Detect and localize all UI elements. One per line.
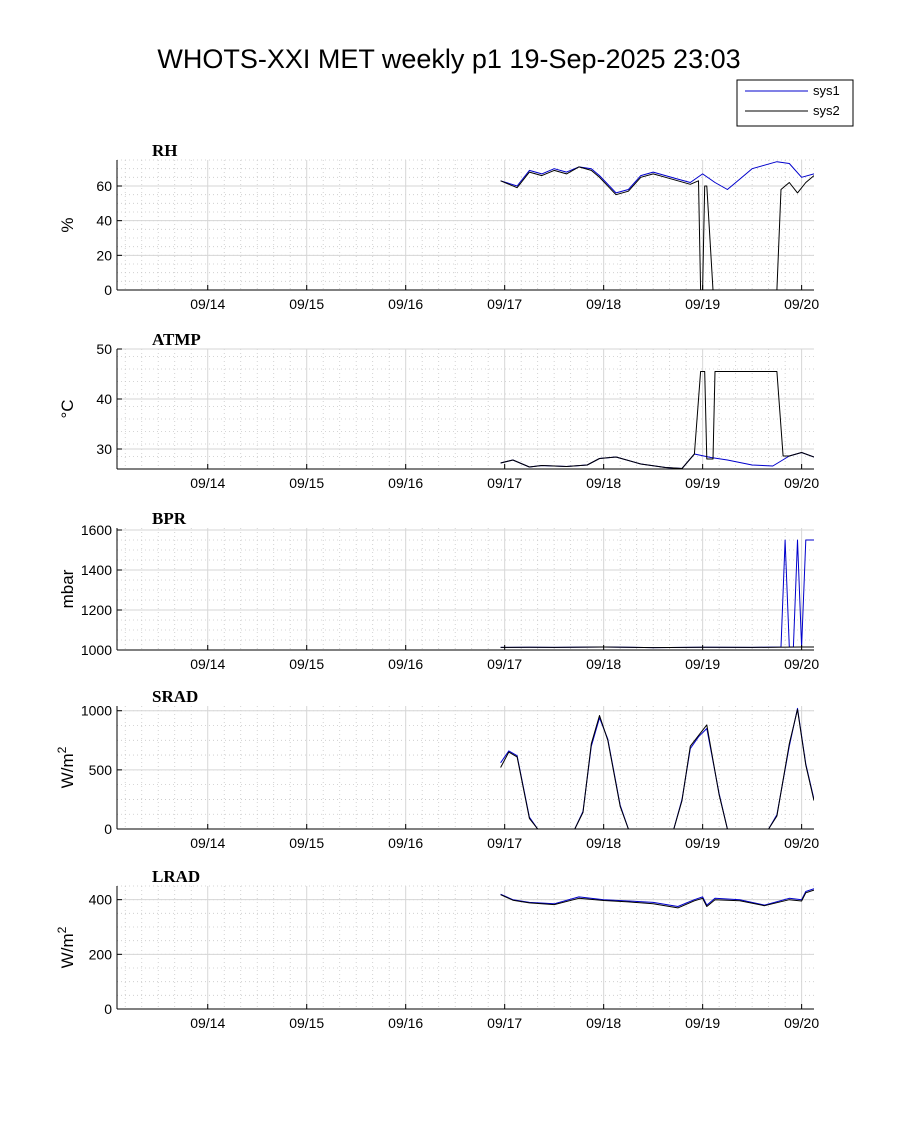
y-tick-label: 1600 (81, 522, 112, 538)
x-tick-label: 09/15 (289, 656, 324, 672)
x-tick-label: 09/19 (685, 1015, 720, 1031)
series-group (500, 161, 814, 290)
x-tick-label: 09/14 (190, 296, 225, 312)
x-tick-label: 09/20 (784, 475, 819, 491)
y-tick-label: 0 (104, 1001, 112, 1017)
y-axis-label: °C (58, 399, 77, 418)
y-tick-label: 60 (96, 178, 112, 194)
panel-title: SRAD (152, 687, 198, 706)
panel-title: RH (152, 141, 178, 160)
x-tick-label: 09/20 (784, 835, 819, 851)
y-tick-label: 0 (104, 821, 112, 837)
series-group (500, 371, 814, 469)
x-tick-label: 09/14 (190, 656, 225, 672)
series-group (500, 539, 814, 649)
series-line-sys2 (500, 371, 814, 469)
series-group (500, 888, 814, 909)
y-axis-label: mbar (58, 569, 77, 608)
panel-title: LRAD (152, 867, 200, 886)
x-tick-label: 09/20 (784, 656, 819, 672)
x-tick-label: 09/19 (685, 475, 720, 491)
panel-title: BPR (152, 509, 187, 528)
x-tick-label: 09/17 (487, 475, 522, 491)
y-tick-label: 200 (89, 946, 113, 962)
y-tick-label: 1400 (81, 562, 112, 578)
y-tick-label: 30 (96, 441, 112, 457)
series-line-sys1 (500, 888, 814, 907)
y-axis-label-superscript: 2 (55, 746, 69, 753)
y-tick-label: 40 (96, 391, 112, 407)
x-tick-label: 09/17 (487, 835, 522, 851)
series-line-sys2 (500, 166, 814, 290)
y-tick-label: 50 (96, 341, 112, 357)
y-axis-label-superscript: 2 (55, 926, 69, 933)
legend: sys1 sys2 (736, 79, 854, 127)
x-tick-label: 09/18 (586, 656, 621, 672)
series-line-sys2 (500, 709, 814, 829)
x-tick-label: 09/15 (289, 1015, 324, 1031)
panel-srad: 09/14 09/15 09/16 09/17 09/18 09/19 09/20 0 500 1… (55, 687, 819, 851)
x-tick-label: 09/16 (388, 1015, 423, 1031)
x-tick-label: 09/15 (289, 475, 324, 491)
y-tick-label: 1200 (81, 602, 112, 618)
series-line-sys1 (500, 161, 814, 194)
legend-label-sys1: sys1 (813, 83, 840, 98)
x-tick-label: 09/16 (388, 475, 423, 491)
x-tick-label: 09/18 (586, 475, 621, 491)
y-tick-label: 40 (96, 213, 112, 229)
x-tick-label: 09/19 (685, 656, 720, 672)
y-tick-label: 20 (96, 247, 112, 263)
legend-box (736, 79, 854, 127)
series-line-sys2 (500, 889, 814, 909)
panel-atmp: 09/14 09/15 09/16 09/17 09/18 09/19 09/20 30 40 5… (58, 330, 819, 491)
x-tick-label: 09/17 (487, 1015, 522, 1031)
x-tick-label: 09/15 (289, 296, 324, 312)
x-tick-label: 09/14 (190, 835, 225, 851)
y-axis-label: W/m2 (55, 746, 77, 788)
y-tick-label: 500 (89, 762, 113, 778)
x-tick-label: 09/14 (190, 1015, 225, 1031)
y-axis-label: W/m2 (55, 926, 77, 968)
x-tick-label: 09/17 (487, 296, 522, 312)
series-line-sys2 (500, 646, 814, 649)
legend-label-sys2: sys2 (813, 103, 840, 118)
x-tick-label: 09/18 (586, 835, 621, 851)
y-tick-label: 0 (104, 282, 112, 298)
x-tick-label: 09/19 (685, 835, 720, 851)
panel-lrad: 09/14 09/15 09/16 09/17 09/18 09/19 09/20 0 200 4… (55, 867, 819, 1031)
y-tick-label: 1000 (81, 642, 112, 658)
x-tick-label: 09/16 (388, 296, 423, 312)
series-group (500, 707, 814, 829)
panel-bpr: 09/14 09/15 09/16 09/17 09/18 09/19 09/20 1000 1… (58, 509, 819, 672)
x-tick-label: 09/20 (784, 1015, 819, 1031)
x-tick-label: 09/18 (586, 1015, 621, 1031)
x-tick-label: 09/18 (586, 296, 621, 312)
panel-title: ATMP (152, 330, 201, 349)
panel-rh: 09/14 09/15 09/16 09/17 09/18 09/19 09/20 0 20 40… (58, 141, 819, 312)
y-tick-label: 400 (89, 892, 113, 908)
x-tick-label: 09/19 (685, 296, 720, 312)
figure-title: WHOTS-XXI MET weekly p1 19-Sep-2025 23:0… (157, 44, 740, 74)
x-tick-label: 09/16 (388, 656, 423, 672)
series-line-sys1 (500, 539, 814, 649)
panels: 09/14 09/15 09/16 09/17 09/18 09/19 09/2002040… (55, 141, 819, 1031)
x-tick-label: 09/14 (190, 475, 225, 491)
y-axis-label: % (58, 217, 77, 232)
x-tick-label: 09/16 (388, 835, 423, 851)
x-tick-label: 09/17 (487, 656, 522, 672)
series-line-sys1 (500, 707, 814, 829)
y-tick-label: 1000 (81, 703, 112, 719)
x-tick-label: 09/15 (289, 835, 324, 851)
x-tick-label: 09/20 (784, 296, 819, 312)
